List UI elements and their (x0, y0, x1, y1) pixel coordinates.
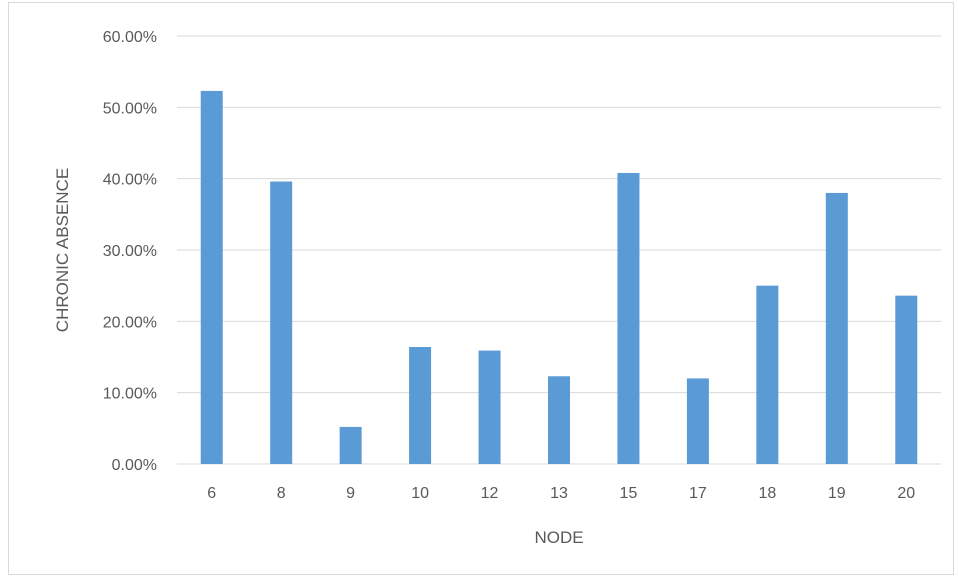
y-tick-label: 30.00% (103, 243, 157, 260)
y-axis-tick-labels: 0.00% 10.00% 20.00% 30.00% 40.00% 50.00% 60.00… (103, 29, 157, 474)
x-axis-title: NODE (534, 528, 583, 547)
y-tick-label: 40.00% (103, 172, 157, 189)
bar-node-19 (825, 192, 848, 464)
bars (200, 90, 918, 464)
y-tick-label: 10.00% (103, 386, 157, 403)
y-axis-title: CHRONIC ABSENCE (53, 168, 72, 332)
y-tick-label: 50.00% (103, 100, 157, 117)
gridlines (177, 35, 941, 465)
bar-node-13 (548, 376, 570, 464)
bar-node-20 (895, 295, 918, 464)
x-tick-label: 20 (897, 485, 915, 502)
y-tick-label: 0.00% (112, 457, 157, 474)
bar-node-12 (478, 350, 501, 464)
x-tick-label: 18 (758, 485, 776, 502)
bar-node-17 (686, 378, 709, 464)
bar-node-6 (200, 90, 223, 464)
x-tick-label: 12 (481, 485, 499, 502)
bar-node-9 (339, 426, 362, 464)
y-tick-label: 20.00% (103, 314, 157, 331)
bar-node-18 (756, 285, 779, 464)
x-tick-label: 17 (689, 485, 707, 502)
bar-node-15 (617, 172, 640, 464)
x-tick-label: 15 (620, 485, 638, 502)
x-tick-label: 6 (207, 485, 216, 502)
x-tick-label: 10 (411, 485, 429, 502)
x-tick-label: 13 (550, 485, 568, 502)
x-tick-label: 8 (277, 485, 286, 502)
x-axis-tick-labels: 6 8 9 10 12 13 15 17 18 19 20 (207, 485, 915, 502)
y-tick-label: 60.00% (103, 29, 157, 46)
x-tick-label: 19 (828, 485, 846, 502)
bar-node-10 (409, 347, 432, 464)
chart-frame (8, 2, 954, 575)
bar-node-8 (270, 181, 293, 464)
x-tick-label: 9 (346, 485, 355, 502)
